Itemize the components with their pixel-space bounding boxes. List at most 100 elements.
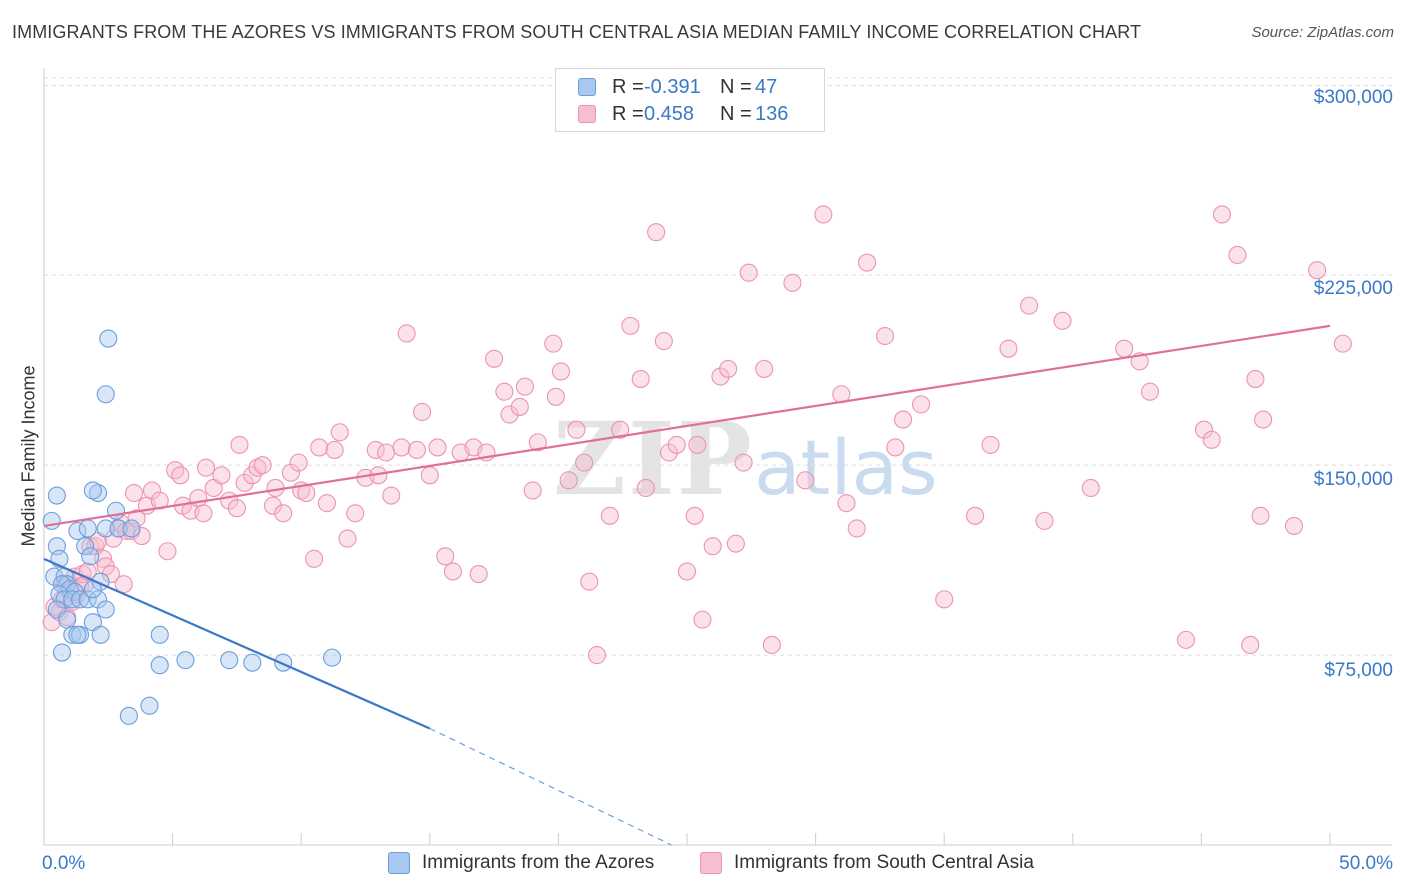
data-point-south-central-asia: [546, 387, 565, 406]
data-point-azores: [68, 521, 87, 541]
data-point-south-central-asia: [999, 339, 1018, 358]
data-point-south-central-asia: [142, 481, 162, 500]
data-point-azores: [243, 653, 262, 672]
data-point-south-central-asia: [189, 489, 208, 508]
data-point-azores: [220, 651, 239, 670]
data-point-south-central-asia: [837, 494, 856, 513]
series-legend: Immigrants from the Azores Immigrants fr…: [0, 852, 1406, 878]
data-point-azores: [68, 625, 87, 644]
data-point-south-central-asia: [397, 324, 416, 343]
chart-title: IMMIGRANTS FROM THE AZORES VS IMMIGRANTS…: [12, 22, 1142, 42]
data-point-south-central-asia: [1081, 478, 1100, 498]
data-point-south-central-asia: [248, 458, 267, 477]
data-point-south-central-asia: [567, 420, 586, 439]
data-point-azores: [91, 625, 110, 644]
data-point-south-central-asia: [544, 334, 563, 353]
data-point-south-central-asia: [688, 435, 707, 454]
data-point-south-central-asia: [1194, 420, 1214, 439]
data-point-azores: [150, 656, 169, 675]
y-tick-label-150000: $150,000: [1313, 469, 1393, 490]
data-point-azores: [88, 590, 108, 609]
data-point-south-central-asia: [677, 562, 697, 581]
y-axis-title: Median Family Income: [18, 365, 39, 547]
data-point-south-central-asia: [495, 382, 514, 401]
n-label: N =: [720, 102, 752, 125]
trend-line-azores-extension: [429, 727, 672, 846]
watermark: ZIPatlas: [553, 400, 938, 518]
stats-legend: R = -0.391 N = 47 R = 0.458 N = 136: [555, 68, 825, 132]
data-point-south-central-asia: [171, 466, 190, 485]
data-point-azores: [58, 610, 77, 629]
data-point-south-central-asia: [559, 471, 578, 490]
data-point-south-central-asia: [127, 509, 146, 528]
data-point-south-central-asia: [317, 494, 336, 513]
data-point-south-central-asia: [647, 223, 666, 242]
data-point-azores: [52, 643, 72, 662]
data-point-south-central-asia: [469, 564, 488, 584]
data-point-south-central-asia: [274, 504, 293, 523]
data-point-azores: [109, 519, 128, 538]
data-point-south-central-asia: [366, 440, 385, 460]
data-point-azores: [42, 511, 61, 530]
r-value: -0.391: [644, 75, 701, 98]
data-point-azores: [78, 519, 97, 538]
data-point-south-central-asia: [893, 410, 913, 429]
data-point-south-central-asia: [124, 483, 144, 503]
data-point-south-central-asia: [886, 438, 905, 457]
data-point-south-central-asia: [1333, 334, 1352, 353]
data-point-south-central-asia: [330, 423, 349, 442]
series-legend-label: Immigrants from the Azores: [422, 852, 655, 873]
data-point-south-central-asia: [420, 466, 439, 485]
series-legend-south-central-asia[interactable]: Immigrants from South Central Asia: [700, 852, 1034, 874]
data-point-south-central-asia: [1035, 511, 1054, 530]
data-point-south-central-asia: [1251, 506, 1270, 525]
data-point-south-central-asia: [814, 205, 833, 224]
data-point-azores: [70, 590, 90, 609]
data-point-azores: [119, 706, 138, 725]
y-tick-label-300000: $300,000: [1313, 87, 1393, 108]
data-point-south-central-asia: [935, 590, 954, 609]
data-point-azores: [96, 385, 115, 404]
x-tick-label-min: 0.0%: [42, 853, 86, 874]
data-point-south-central-asia: [436, 547, 455, 566]
data-point-south-central-asia: [703, 537, 722, 556]
data-point-south-central-asia: [631, 370, 650, 389]
data-point-south-central-asia: [413, 402, 432, 422]
y-tick-label-75000: $75,000: [1324, 660, 1393, 681]
data-point-south-central-asia: [1115, 339, 1134, 358]
n-label: N =: [720, 75, 752, 98]
data-point-south-central-asia: [654, 332, 673, 351]
data-point-south-central-asia: [636, 478, 655, 498]
data-point-south-central-asia: [289, 453, 308, 472]
source-label: Source: ZipAtlas.com: [1251, 24, 1394, 41]
data-point-south-central-asia: [377, 443, 396, 462]
data-point-south-central-asia: [338, 529, 357, 548]
r-label: R =: [612, 75, 644, 98]
data-point-south-central-asia: [611, 420, 630, 439]
data-point-south-central-asia: [1140, 382, 1160, 401]
data-point-south-central-asia: [875, 326, 895, 346]
stats-legend-row-azores: R = -0.391 N = 47: [578, 75, 777, 99]
data-point-azores: [150, 625, 169, 644]
series-legend-label: Immigrants from South Central Asia: [734, 852, 1034, 873]
data-point-south-central-asia: [150, 491, 169, 510]
data-point-south-central-asia: [667, 435, 686, 454]
data-point-south-central-asia: [847, 519, 866, 538]
data-point-south-central-asia: [253, 456, 272, 475]
trend-line-azores: [43, 557, 431, 730]
data-point-south-central-asia: [325, 440, 344, 460]
data-point-azores: [47, 486, 66, 505]
data-point-south-central-asia: [392, 438, 411, 457]
data-point-south-central-asia: [1202, 430, 1221, 449]
data-point-south-central-asia: [212, 466, 231, 485]
data-point-south-central-asia: [1308, 261, 1327, 280]
series-legend-azores[interactable]: Immigrants from the Azores: [388, 852, 654, 874]
data-point-south-central-asia: [227, 499, 246, 518]
legend-swatch-pink: [578, 105, 596, 123]
data-point-south-central-asia: [428, 438, 447, 457]
data-point-south-central-asia: [912, 395, 931, 414]
data-point-south-central-asia: [685, 506, 704, 525]
data-point-south-central-asia: [310, 438, 329, 457]
y-tick-label-225000: $225,000: [1313, 278, 1393, 299]
